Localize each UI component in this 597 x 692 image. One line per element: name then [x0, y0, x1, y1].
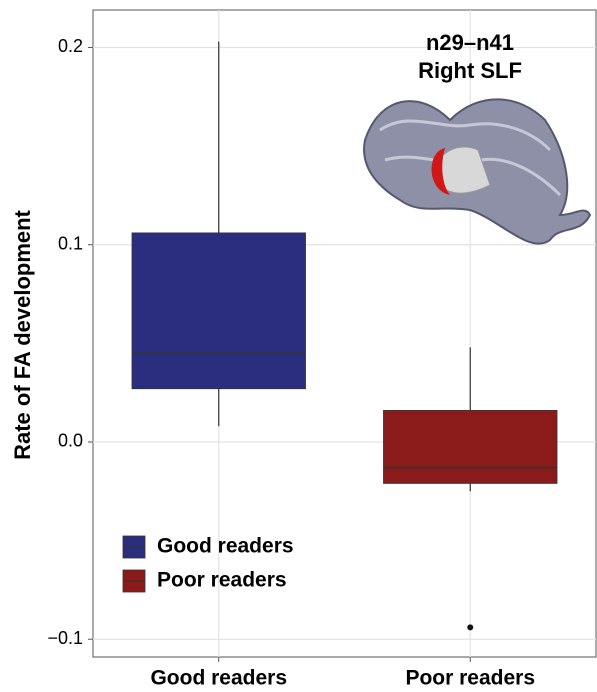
annotation: n29–n41	[426, 30, 514, 55]
box	[383, 410, 558, 484]
legend-label: Poor readers	[157, 569, 287, 592]
x-tick-label: Poor readers	[405, 667, 535, 690]
outlier	[467, 624, 474, 631]
tract-segment-end	[431, 148, 450, 195]
legend-label: Good readers	[157, 535, 294, 558]
y-tick-label: −0.1	[47, 628, 83, 648]
y-axis-label: Rate of FA development	[10, 209, 35, 459]
y-tick-label: 0.2	[58, 36, 83, 56]
tract-fiber	[379, 119, 552, 152]
y-tick-label: 0.0	[58, 431, 83, 451]
x-tick-label: Good readers	[150, 667, 287, 690]
annotation: Right SLF	[418, 58, 522, 83]
box	[131, 232, 306, 390]
tract-illustration	[363, 98, 592, 245]
y-tick-label: 0.1	[58, 233, 83, 253]
